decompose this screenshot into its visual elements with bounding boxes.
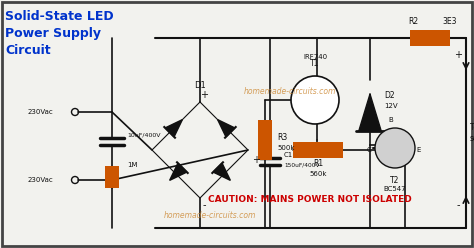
- Text: To LED
series: To LED series: [470, 123, 474, 143]
- Text: 560k: 560k: [309, 171, 327, 177]
- Text: 10uF/400V: 10uF/400V: [127, 132, 161, 137]
- Text: 230Vac: 230Vac: [28, 109, 54, 115]
- Text: CAUTION: MAINS POWER NOT ISOLATED: CAUTION: MAINS POWER NOT ISOLATED: [208, 195, 412, 205]
- Text: C: C: [366, 147, 371, 153]
- Text: homemade-circuits.com: homemade-circuits.com: [244, 88, 336, 96]
- Bar: [293, 142, 343, 158]
- Circle shape: [375, 128, 415, 168]
- Text: 1M: 1M: [127, 162, 137, 168]
- Text: -: -: [202, 200, 206, 210]
- Text: 500k: 500k: [277, 145, 294, 151]
- Text: B: B: [389, 117, 393, 123]
- Text: Solid-State LED
Power Supply
Circuit: Solid-State LED Power Supply Circuit: [5, 10, 114, 57]
- Text: 12V: 12V: [384, 103, 398, 109]
- Text: 230Vac: 230Vac: [28, 177, 54, 183]
- Text: 150uF/400V: 150uF/400V: [284, 162, 319, 167]
- Text: R1: R1: [313, 159, 323, 168]
- Bar: [258, 120, 272, 160]
- Text: BC547: BC547: [383, 186, 406, 192]
- Bar: [105, 166, 119, 188]
- Text: C1: C1: [284, 152, 293, 158]
- Polygon shape: [165, 120, 182, 137]
- Circle shape: [291, 76, 339, 124]
- Polygon shape: [213, 163, 230, 180]
- Text: homemade-circuits.com: homemade-circuits.com: [164, 211, 256, 219]
- Text: 3E3: 3E3: [442, 17, 456, 26]
- Text: R3: R3: [277, 132, 287, 142]
- Text: +: +: [454, 50, 462, 60]
- Text: D1: D1: [194, 81, 206, 90]
- Bar: [410, 30, 450, 46]
- Text: T1: T1: [310, 59, 319, 68]
- Text: +: +: [200, 90, 208, 100]
- Text: E: E: [417, 147, 421, 153]
- Text: -: -: [456, 200, 460, 210]
- Text: IRF740: IRF740: [303, 54, 327, 60]
- Text: T2: T2: [390, 176, 400, 185]
- Text: R2: R2: [408, 17, 418, 26]
- Polygon shape: [359, 94, 381, 131]
- Polygon shape: [218, 120, 235, 137]
- Polygon shape: [170, 163, 187, 180]
- Text: +: +: [252, 155, 260, 165]
- Text: D2: D2: [384, 91, 395, 99]
